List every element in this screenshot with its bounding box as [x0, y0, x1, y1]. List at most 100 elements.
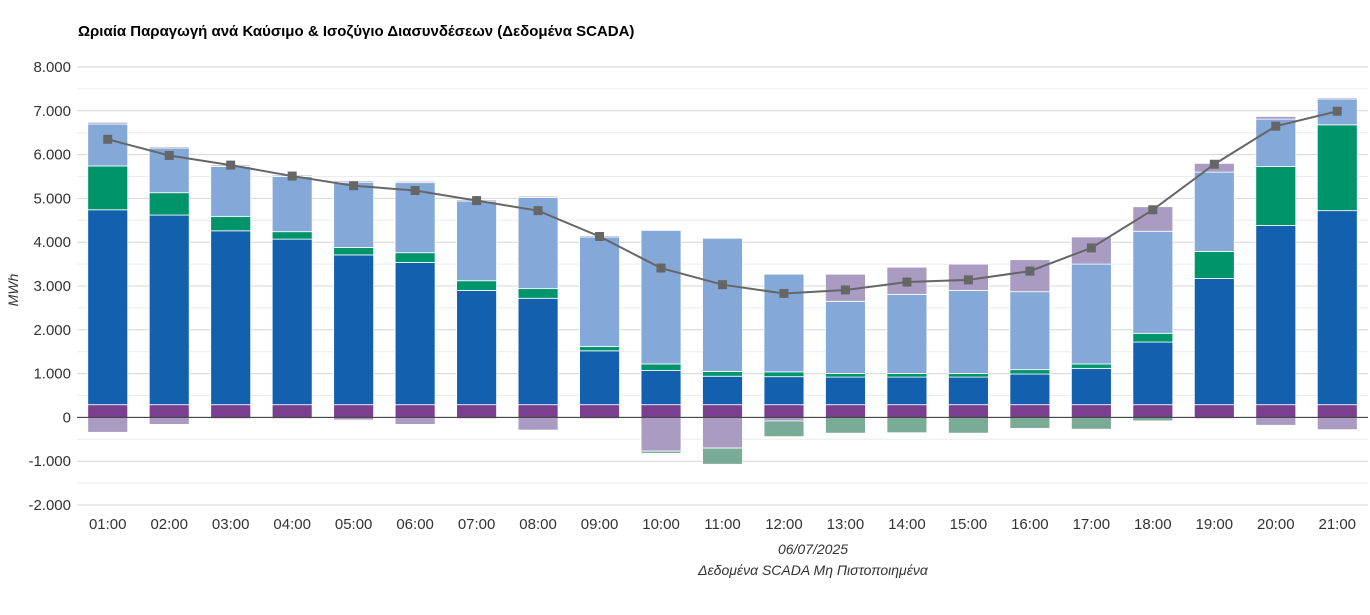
bar-segment-lightblue[interactable]	[763, 273, 805, 373]
bar-segment-blue[interactable]	[87, 209, 129, 406]
bar-segment-blue[interactable]	[1316, 210, 1358, 406]
bar-segment-purple[interactable]	[579, 404, 620, 418]
bar-segment-lavender[interactable]	[148, 146, 190, 149]
bar-segment-lightblue[interactable]	[210, 166, 252, 217]
line-marker[interactable]	[1086, 243, 1096, 253]
bar-segment-lightblue[interactable]	[87, 123, 129, 167]
line-marker[interactable]	[103, 134, 113, 144]
bar-segment-negative-sage[interactable]	[640, 450, 682, 454]
bar-segment-purple[interactable]	[1193, 404, 1235, 418]
bar-segment-green[interactable]	[87, 165, 129, 211]
bar-segment-negative-sage[interactable]	[886, 416, 928, 434]
bar-segment-blue[interactable]	[333, 254, 375, 406]
bar-segment-purple[interactable]	[517, 404, 559, 418]
bar-segment-purple[interactable]	[640, 404, 682, 418]
bar-segment-green[interactable]	[1009, 369, 1051, 375]
bar-segment-lightblue[interactable]	[1132, 230, 1174, 334]
line-marker[interactable]	[718, 280, 727, 290]
bar-segment-purple[interactable]	[763, 404, 805, 418]
bar-segment-blue[interactable]	[702, 375, 743, 406]
bar-segment-lavender[interactable]	[1070, 236, 1112, 265]
bar-segment-green[interactable]	[640, 363, 682, 371]
bar-segment-negative-sage[interactable]	[702, 447, 743, 465]
bar-segment-green[interactable]	[702, 371, 743, 377]
bar-segment-negative-sage[interactable]	[1009, 416, 1051, 429]
line-marker[interactable]	[1025, 266, 1035, 276]
bar-segment-blue[interactable]	[456, 289, 497, 406]
bar-segment-lavender[interactable]	[394, 180, 436, 184]
bar-segment-green[interactable]	[886, 373, 928, 378]
bar-segment-negative-lavender[interactable]	[148, 416, 190, 425]
bar-segment-purple[interactable]	[210, 404, 252, 418]
line-marker[interactable]	[595, 232, 605, 242]
bar-segment-negative-lavender[interactable]	[640, 416, 682, 452]
bar-segment-lightblue[interactable]	[640, 229, 682, 365]
bar-segment-purple[interactable]	[271, 404, 313, 418]
line-marker[interactable]	[779, 288, 789, 298]
bar-segment-purple[interactable]	[1070, 404, 1112, 418]
bar-segment-green[interactable]	[210, 215, 252, 232]
bar-segment-lightblue[interactable]	[702, 237, 743, 372]
bar-segment-negative-sage[interactable]	[1070, 416, 1112, 430]
bar-segment-blue[interactable]	[1009, 373, 1051, 406]
bar-segment-green[interactable]	[763, 371, 805, 378]
line-marker[interactable]	[164, 150, 174, 160]
bar-segment-lavender[interactable]	[1009, 259, 1051, 293]
line-marker[interactable]	[963, 275, 973, 285]
bar-segment-green[interactable]	[948, 373, 989, 378]
bar-segment-lavender[interactable]	[87, 121, 129, 125]
bar-segment-blue[interactable]	[148, 214, 190, 406]
bar-segment-green[interactable]	[1070, 363, 1112, 369]
bar-segment-blue[interactable]	[1255, 225, 1297, 406]
bar-segment-lightblue[interactable]	[579, 236, 620, 347]
bar-segment-lightblue[interactable]	[886, 293, 928, 374]
bar-segment-green[interactable]	[825, 373, 866, 378]
bar-segment-green[interactable]	[1193, 250, 1235, 279]
bar-segment-negative-lavender[interactable]	[1316, 416, 1358, 431]
line-marker[interactable]	[1148, 205, 1158, 215]
bar-segment-negative-lavender[interactable]	[1255, 416, 1297, 426]
bar-segment-negative-sage[interactable]	[763, 420, 805, 438]
line-marker[interactable]	[287, 171, 297, 181]
bar-segment-blue[interactable]	[1193, 278, 1235, 406]
bar-segment-lightblue[interactable]	[948, 289, 989, 375]
line-marker[interactable]	[533, 206, 543, 216]
bar-segment-negative-sage[interactable]	[948, 416, 989, 434]
bar-segment-lavender[interactable]	[517, 195, 559, 198]
bar-segment-green[interactable]	[333, 247, 375, 256]
line-marker[interactable]	[226, 160, 236, 170]
bar-segment-purple[interactable]	[702, 404, 743, 418]
bar-segment-green[interactable]	[579, 346, 620, 352]
line-marker[interactable]	[1209, 159, 1219, 169]
bar-segment-green[interactable]	[1132, 332, 1174, 343]
bar-segment-lightblue[interactable]	[1070, 263, 1112, 365]
bar-segment-purple[interactable]	[148, 404, 190, 418]
bar-segment-green[interactable]	[148, 192, 190, 216]
bar-segment-lavender[interactable]	[1255, 116, 1297, 120]
bar-segment-green[interactable]	[394, 252, 436, 263]
bar-segment-blue[interactable]	[271, 238, 313, 406]
line-marker[interactable]	[410, 186, 420, 196]
bar-segment-negative-lavender[interactable]	[87, 416, 129, 433]
bar-segment-purple[interactable]	[825, 404, 866, 418]
bar-segment-blue[interactable]	[886, 376, 928, 406]
bar-segment-lightblue[interactable]	[271, 176, 313, 233]
bar-segment-negative-lavender[interactable]	[517, 416, 559, 431]
bar-segment-negative-sage[interactable]	[825, 416, 866, 434]
bar-segment-negative-lavender[interactable]	[702, 416, 743, 449]
bar-segment-lightblue[interactable]	[1009, 291, 1051, 371]
bar-segment-lightblue[interactable]	[1193, 171, 1235, 252]
bar-segment-lightblue[interactable]	[333, 181, 375, 248]
bar-segment-blue[interactable]	[579, 350, 620, 406]
bar-segment-negative-lavender[interactable]	[394, 416, 436, 425]
bar-segment-green[interactable]	[271, 231, 313, 240]
line-marker[interactable]	[902, 277, 912, 287]
bar-segment-green[interactable]	[1255, 166, 1297, 226]
bar-segment-purple[interactable]	[1009, 404, 1051, 418]
bar-segment-blue[interactable]	[948, 376, 989, 406]
bar-segment-lightblue[interactable]	[456, 200, 497, 282]
bar-segment-blue[interactable]	[394, 261, 436, 406]
bar-segment-green[interactable]	[1316, 124, 1358, 212]
line-marker[interactable]	[349, 181, 359, 191]
bar-segment-purple[interactable]	[1316, 404, 1358, 418]
